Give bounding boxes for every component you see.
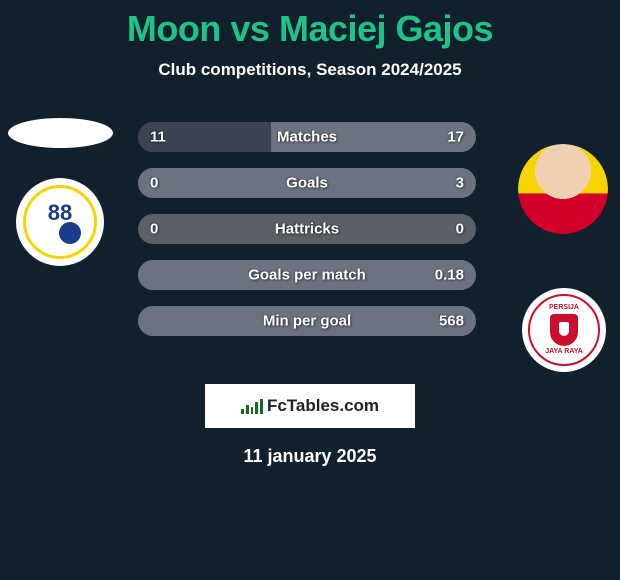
brand-text: FcTables.com	[267, 396, 379, 416]
stat-label: Goals	[286, 175, 328, 192]
player-right-club-badge: PERSIJA JAYA RAYA	[522, 288, 606, 372]
soccer-ball-icon	[59, 222, 81, 244]
brand-badge: FcTables.com	[205, 384, 415, 428]
stat-value-left: 0	[150, 175, 158, 192]
stat-row: 0 Goals 3	[138, 168, 476, 198]
player-photo-icon	[518, 144, 608, 234]
stat-value-left: 0	[150, 221, 158, 238]
stat-label: Min per goal	[263, 313, 351, 330]
subtitle: Club competitions, Season 2024/2025	[0, 60, 620, 80]
club-right-top-text: PERSIJA	[549, 304, 579, 312]
stat-value-right: 3	[456, 175, 464, 192]
comparison-body: 88 PERSIJA JAYA RAYA 11Matches170Goals30…	[0, 108, 620, 368]
title-vs: vs	[230, 8, 269, 49]
stat-bars: 11 Matches 17 0 Goals 3 0 Hattricks 0 Goals per m…	[138, 122, 476, 352]
stat-row: Goals per match 0.18	[138, 260, 476, 290]
stat-label: Goals per match	[248, 267, 366, 284]
player-left-club-badge: 88	[16, 178, 104, 266]
stat-row: 11 Matches 17	[138, 122, 476, 152]
player-left-avatar	[8, 118, 113, 148]
stat-value-right: 0	[456, 221, 464, 238]
date-text: 11 january 2025	[0, 446, 620, 467]
comparison-card: Moon vs Maciej Gajos Club competitions, …	[0, 0, 620, 580]
stat-label: Hattricks	[275, 221, 339, 238]
bar-chart-icon	[241, 398, 263, 414]
club-shield-icon	[550, 314, 578, 346]
stat-label: Matches	[277, 129, 337, 146]
player-right-avatar	[518, 144, 608, 234]
stat-value-right: 17	[447, 129, 464, 146]
page-title: Moon vs Maciej Gajos	[0, 0, 620, 50]
stat-row: 0 Hattricks 0	[138, 214, 476, 244]
stat-row: Min per goal 568	[138, 306, 476, 336]
club-right-bottom-text: JAYA RAYA	[545, 348, 583, 356]
title-player-left: Moon	[127, 8, 221, 49]
stat-value-left: 11	[150, 129, 166, 146]
stat-value-right: 0.18	[435, 267, 464, 284]
title-player-right: Maciej Gajos	[279, 8, 493, 49]
stat-value-right: 568	[439, 313, 464, 330]
